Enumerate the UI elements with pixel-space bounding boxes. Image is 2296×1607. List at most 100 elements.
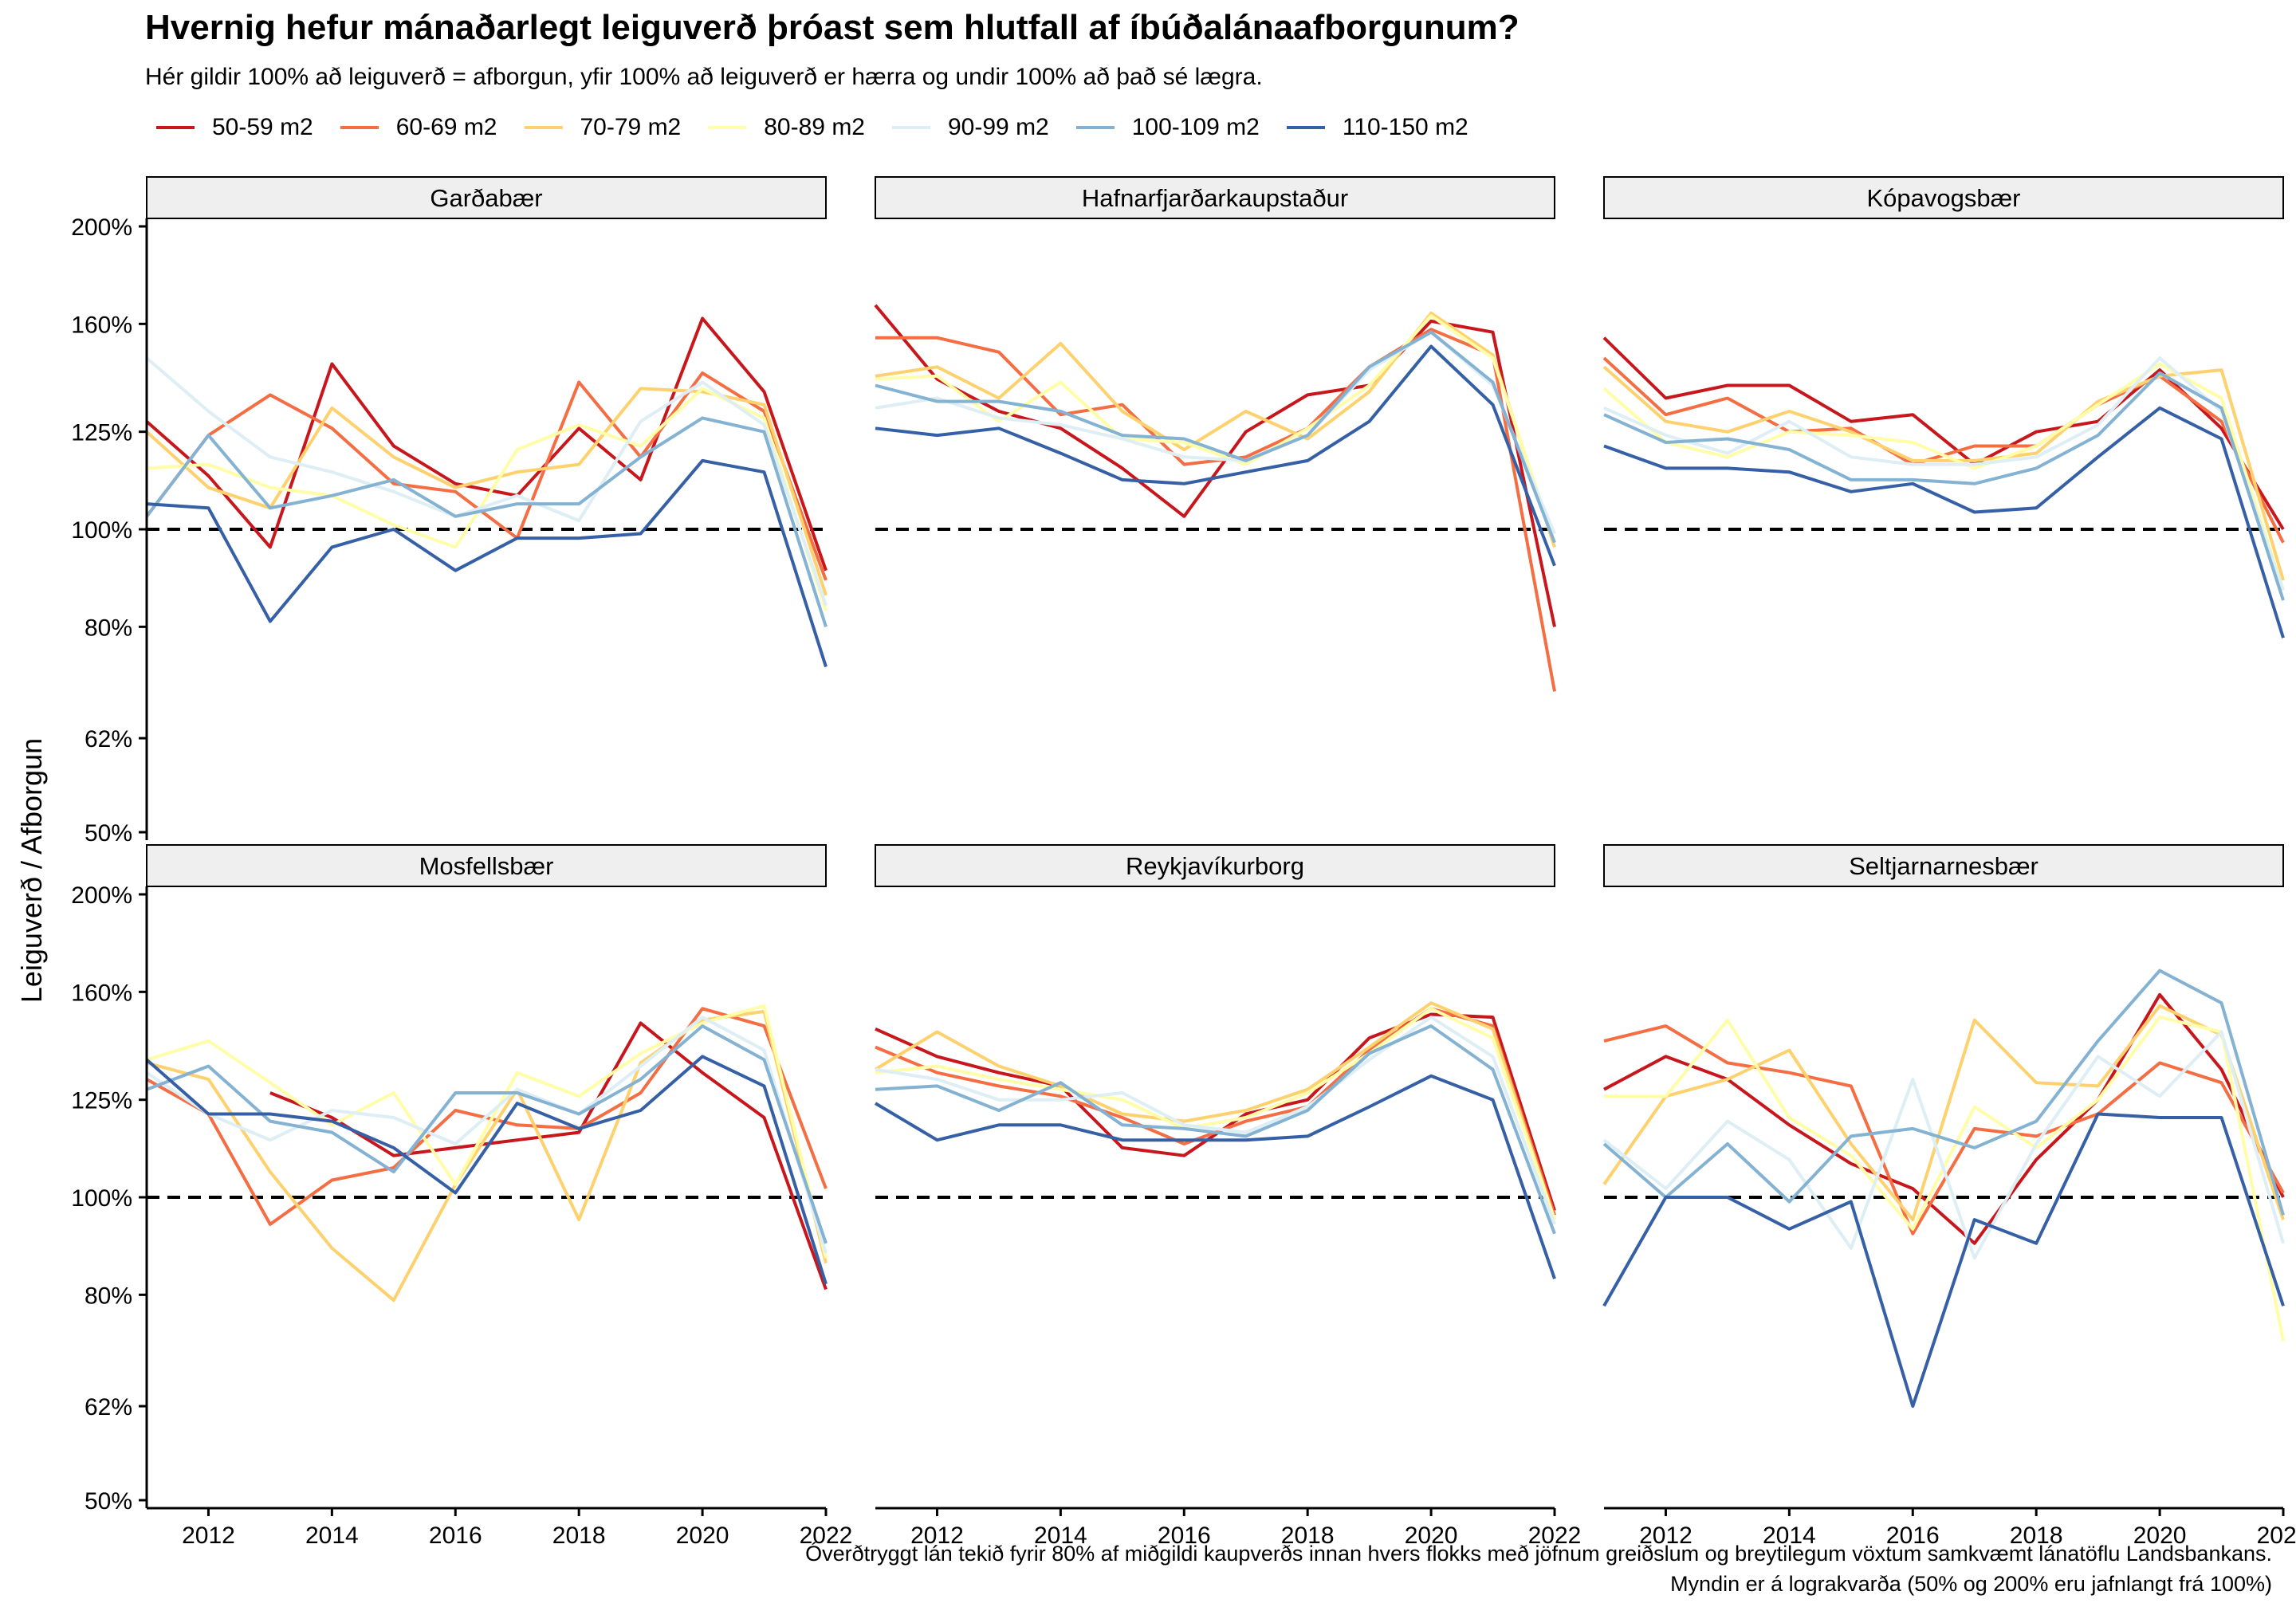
- x-tick-label: 2012: [910, 1523, 964, 1549]
- facet-panel: Kópavogsbær: [1602, 176, 2285, 638]
- x-tick-label: 2022: [800, 1523, 853, 1549]
- series-line: [875, 1012, 1556, 1212]
- series-line: [145, 1016, 828, 1254]
- legend-item: 80-89 m2: [708, 114, 865, 141]
- facet-strip: [146, 844, 827, 887]
- series-line: [875, 1007, 1556, 1220]
- legend-key: [340, 126, 379, 129]
- y-tick-label: 100%: [71, 517, 132, 544]
- legend-label: 50-59 m2: [212, 114, 313, 140]
- facet-title: Mosfellsbær: [419, 852, 554, 880]
- x-tick-label: 2014: [1763, 1523, 1816, 1549]
- y-tick-label: 160%: [71, 312, 132, 338]
- x-tick-label: 2020: [2133, 1523, 2187, 1549]
- x-tick-label: 2022: [2257, 1523, 2296, 1549]
- y-tick-label: 50%: [85, 820, 132, 847]
- legend-key: [1286, 126, 1325, 129]
- legend-item: 100-109 m2: [1075, 114, 1260, 141]
- facet-strip: [875, 844, 1555, 887]
- series-line: [874, 304, 1556, 627]
- x-tick-label: 2016: [429, 1523, 482, 1549]
- series-line: [1603, 992, 2285, 1245]
- legend-label: 70-79 m2: [580, 114, 682, 140]
- x-tick-label: 2012: [1639, 1523, 1693, 1549]
- legend-item: 50-59 m2: [156, 114, 313, 141]
- series-line: [146, 1024, 828, 1244]
- y-tick-label: 200%: [71, 882, 132, 909]
- series-line: [145, 371, 828, 581]
- facet-title: Hafnarfjarðarkaupstaður: [1082, 184, 1348, 212]
- facet-panel: Hafnarfjarðarkaupstaður: [874, 176, 1556, 692]
- x-tick-label: 2018: [2010, 1523, 2063, 1549]
- series-line: [1603, 356, 2285, 591]
- facet-strip: [146, 176, 827, 219]
- x-tick-label: 2016: [1158, 1523, 1211, 1549]
- series-line: [875, 1016, 1556, 1225]
- series-line: [875, 1024, 1556, 1235]
- facet-panel: Garðabær 50% 62% 80% 100% 125% 160% 200%: [71, 176, 828, 847]
- series-line: [875, 330, 1556, 544]
- series-line: [1602, 336, 2285, 531]
- series-line: [146, 1004, 828, 1259]
- y-tick-label: 62%: [85, 726, 132, 752]
- series-line: [1602, 1030, 2285, 1260]
- series-line: [875, 328, 1556, 692]
- facet-panel: Seltjarnarnesbær 2012 2014 2016 2018 2020 2022: [1602, 844, 2296, 1549]
- series-line: [145, 316, 828, 572]
- legend-item: 90-99 m2: [892, 114, 1049, 141]
- y-tick-label: 80%: [85, 1283, 132, 1309]
- y-tick-label: 200%: [71, 214, 132, 241]
- series-line: [1603, 371, 2285, 601]
- x-tick-label: 2020: [1405, 1523, 1458, 1549]
- series-line: [145, 1055, 828, 1285]
- facet-title: Kópavogsbær: [1866, 184, 2020, 212]
- y-tick-label: 80%: [85, 615, 132, 641]
- x-tick-label: 2012: [182, 1523, 235, 1549]
- x-tick-label: 2022: [1528, 1523, 1582, 1549]
- y-tick-label: 160%: [71, 980, 132, 1006]
- x-tick-label: 2018: [552, 1523, 606, 1549]
- legend-label: 90-99 m2: [948, 114, 1049, 140]
- series-line: [875, 311, 1556, 548]
- facet-panel: Reykjavíkurborg 2012 2014 2016 2018 2020 2022: [874, 844, 1582, 1549]
- facet-strip: [1603, 176, 2284, 219]
- series-line: [875, 344, 1556, 567]
- y-tick-label: 50%: [85, 1488, 132, 1515]
- series-line: [146, 387, 828, 611]
- legend-key: [708, 126, 747, 129]
- legend-label: 110-150 m2: [1342, 114, 1468, 140]
- y-tick-label: 100%: [71, 1185, 132, 1212]
- series-line: [1602, 1004, 2285, 1222]
- series-line: [145, 387, 828, 596]
- legend-label: 60-69 m2: [395, 114, 497, 140]
- series-line: [1602, 362, 2285, 591]
- legend-key: [524, 126, 563, 129]
- legend-key: [1075, 126, 1115, 129]
- series-line: [1602, 365, 2285, 581]
- y-axis-title: Leiguverð / Afborgun: [15, 738, 48, 1003]
- x-tick-label: 2016: [1886, 1523, 1940, 1549]
- chart-caption: Óverðtryggt lán tekið fyrir 80% af miðgi…: [805, 1538, 2272, 1599]
- facet-title: Reykjavíkurborg: [1126, 852, 1304, 880]
- x-tick-label: 2018: [1281, 1523, 1335, 1549]
- series-line: [875, 330, 1556, 535]
- legend-label: 80-89 m2: [764, 114, 865, 140]
- legend-item: 70-79 m2: [524, 114, 682, 141]
- series-line: [1602, 969, 2285, 1216]
- legend-item: 60-69 m2: [340, 114, 497, 141]
- x-tick-label: 2020: [676, 1523, 729, 1549]
- facet-title: Garðabær: [430, 184, 542, 212]
- chart-title: Hvernig hefur mánaðarlegt leiguverð þróa…: [145, 8, 1520, 47]
- series-line: [874, 1074, 1556, 1279]
- legend-key: [892, 126, 930, 129]
- facet-panel: Mosfellsbær 50% 62% 80% 100% 125% 160% 200% 2012…: [71, 844, 853, 1549]
- caption-line-2: Myndin er á lograkvarða (50% og 200% eru…: [1670, 1572, 2272, 1596]
- legend-item: 110-150 m2: [1286, 114, 1468, 141]
- series-line: [145, 416, 828, 627]
- x-tick-label: 2014: [305, 1523, 359, 1549]
- series-line: [269, 1021, 828, 1291]
- legend-label: 100-109 m2: [1131, 114, 1260, 140]
- series-line: [874, 1001, 1556, 1220]
- facet-strip: [875, 176, 1555, 219]
